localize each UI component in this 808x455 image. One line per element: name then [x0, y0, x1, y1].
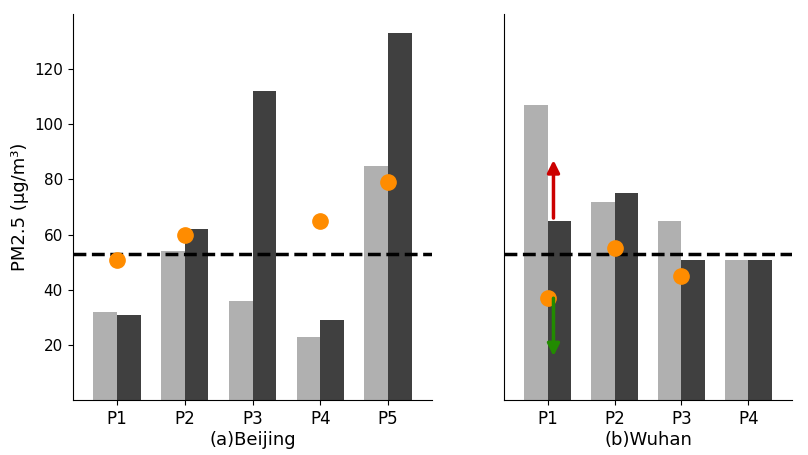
Bar: [117, 315, 141, 400]
Bar: [364, 166, 388, 400]
Bar: [591, 202, 615, 400]
Bar: [615, 193, 638, 400]
Bar: [229, 301, 253, 400]
Bar: [388, 33, 412, 400]
Bar: [548, 221, 571, 400]
Bar: [320, 320, 344, 400]
Bar: [297, 337, 320, 400]
Bar: [185, 229, 208, 400]
X-axis label: (a)Beijing: (a)Beijing: [209, 431, 296, 449]
Y-axis label: PM2.5 (μg/m³): PM2.5 (μg/m³): [11, 143, 28, 271]
Bar: [658, 221, 681, 400]
Bar: [725, 259, 748, 400]
X-axis label: (b)Wuhan: (b)Wuhan: [604, 431, 692, 449]
Bar: [681, 259, 705, 400]
Bar: [93, 312, 117, 400]
Bar: [252, 91, 276, 400]
Bar: [748, 259, 772, 400]
Bar: [524, 105, 548, 400]
Bar: [161, 251, 185, 400]
